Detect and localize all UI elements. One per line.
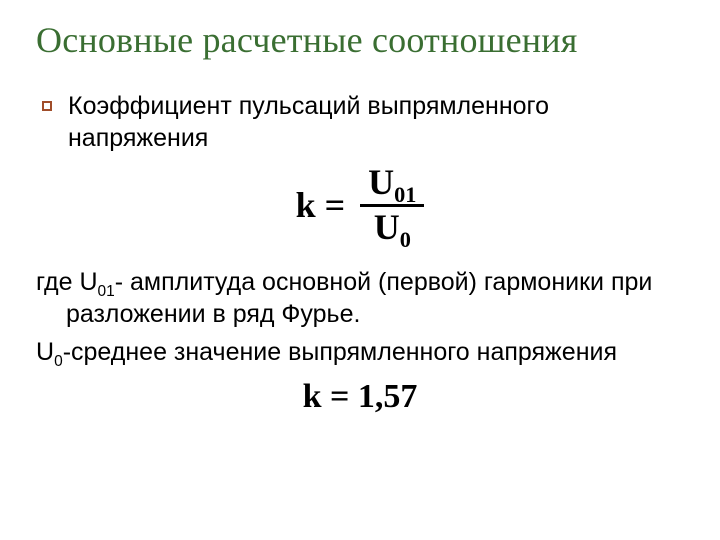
den-base: U — [374, 207, 400, 247]
explain2-sym-sub: 0 — [54, 353, 63, 370]
explain1-sym-base: U — [79, 268, 97, 296]
bullet-item: Коэффициент пульсаций выпрямленного напр… — [42, 91, 684, 154]
formula-2-content: k = 1,57 — [303, 378, 418, 416]
slide: Основные расчетные соотношения Коэффицие… — [0, 0, 720, 540]
square-bullet-icon — [42, 101, 52, 111]
formula-1: k = U01 U0 — [36, 164, 684, 247]
formula-denominator: U0 — [360, 209, 424, 247]
formula-2: k = 1,57 — [36, 378, 684, 416]
explain2-rest: -среднее значение выпрямленного напряжен… — [63, 338, 617, 366]
explain1-prefix: где — [36, 268, 79, 296]
formula-lhs: k = — [296, 184, 352, 226]
num-sub: 01 — [394, 182, 416, 207]
bullet-text: Коэффициент пульсаций выпрямленного напр… — [68, 91, 684, 154]
formula-1-content: k = U01 U0 — [296, 164, 425, 247]
explain1-rest: - амплитуда основной (первой) гармоники … — [66, 268, 652, 328]
den-sub: 0 — [400, 227, 411, 252]
num-base: U — [368, 162, 394, 202]
explain2-sym-base: U — [36, 338, 54, 366]
explain-line-2: U0-среднее значение выпрямленного напряж… — [36, 336, 684, 368]
explain1-sym-sub: 01 — [98, 283, 115, 300]
explain-line-1: где U01- амплитуда основной (первой) гар… — [36, 266, 684, 330]
slide-title: Основные расчетные соотношения — [36, 20, 684, 61]
formula-fraction: U01 U0 — [360, 164, 424, 247]
formula-numerator: U01 — [360, 164, 424, 202]
